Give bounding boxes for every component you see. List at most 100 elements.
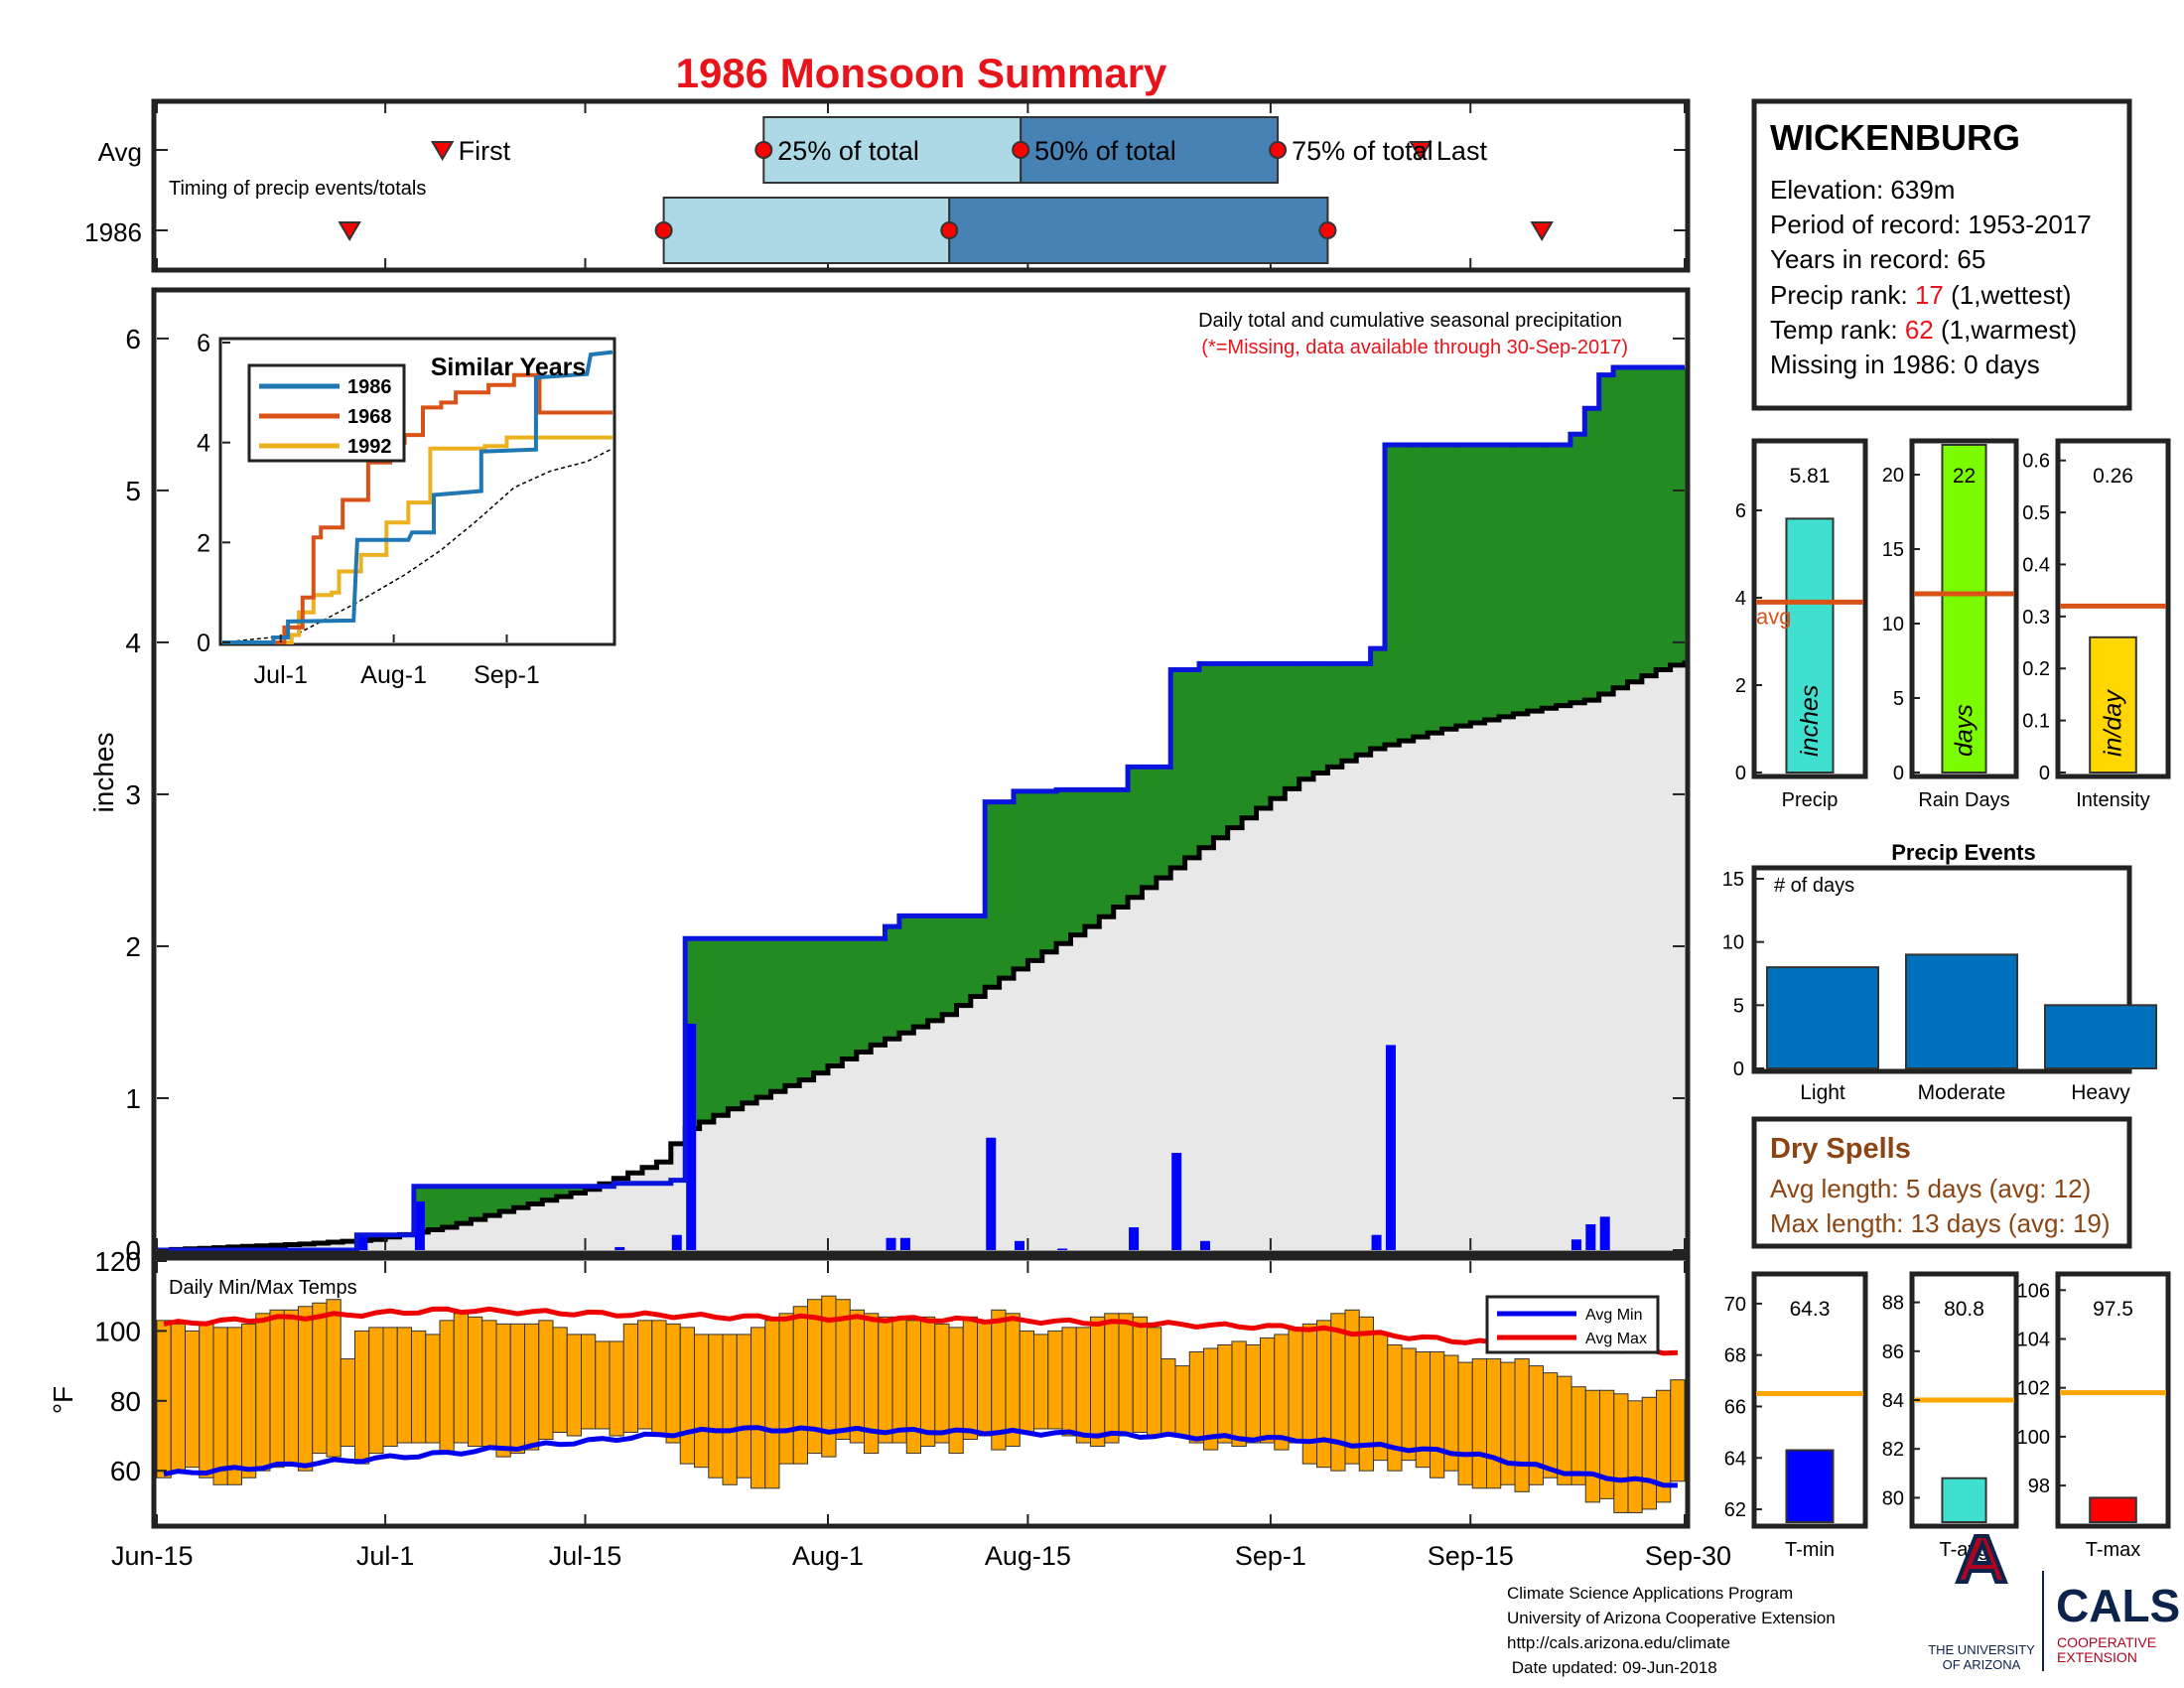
temp-range-bar — [1188, 1351, 1204, 1444]
events-label-moderate: Moderate — [1918, 1081, 2006, 1104]
temp-range-bar — [524, 1323, 540, 1451]
temp-range-bar — [396, 1327, 412, 1444]
wet-fill-segment — [813, 938, 829, 1073]
station-temp-rank: Temp rank: 62 (1,warmest) — [1770, 315, 2077, 345]
station-elevation: Elevation: 639m — [1770, 175, 1955, 205]
wet-fill-segment — [770, 938, 786, 1092]
wet-fill-segment — [1184, 669, 1200, 858]
wet-fill-segment — [970, 915, 986, 997]
stat-avg-label: avg — [1756, 604, 1791, 629]
temp-range-bar — [991, 1309, 1007, 1451]
wet-fill-segment — [784, 938, 800, 1086]
daily-precip-bar — [986, 1137, 997, 1250]
temp-range-bar — [1471, 1358, 1487, 1489]
inset-xtick-label: Sep-1 — [474, 661, 540, 689]
daily-precip-bar — [1385, 1045, 1396, 1250]
wet-fill-segment — [1341, 663, 1357, 762]
stat-tick-label: 82 — [1882, 1439, 1904, 1461]
temp-range-bar — [849, 1309, 865, 1444]
wet-fill-segment — [713, 938, 729, 1116]
main-ytick-label: 4 — [125, 628, 141, 658]
label-last: Last — [1436, 136, 1488, 166]
dry-spells-title: Dry Spells — [1770, 1133, 1911, 1165]
temp-title: Daily Min/Max Temps — [169, 1277, 357, 1299]
stat-tick-label: 64 — [1724, 1448, 1746, 1470]
temp-range-bar — [708, 1334, 724, 1478]
main-ytick-label: 2 — [125, 931, 141, 962]
temp-range-bar — [199, 1323, 214, 1478]
wet-fill-segment — [1656, 366, 1672, 670]
dry-spells-avg: Avg length: 5 days (avg: 12) — [1770, 1174, 2091, 1203]
temp-range-bar — [679, 1327, 695, 1465]
wet-fill-segment — [499, 1186, 515, 1212]
temp-range-bar — [1104, 1313, 1120, 1444]
footer: Climate Science Applications Program Uni… — [1507, 1534, 2180, 1677]
university-of-arizona-logo: THE UNIVERSITY OF ARIZONA — [1928, 1534, 2035, 1672]
events-bar-moderate — [1905, 953, 2018, 1070]
temp-range-bar — [1217, 1343, 1233, 1444]
wet-fill-segment — [1198, 663, 1214, 848]
wet-fill-segment — [1598, 374, 1614, 694]
timing-triangle-first — [430, 141, 455, 161]
label-25pct: 25% of total — [777, 136, 919, 166]
main-ytick-label: 6 — [125, 324, 141, 354]
stat-unit-Intensity: in/day — [2100, 689, 2127, 757]
wet-fill-segment — [871, 938, 887, 1046]
temp-range-bar — [255, 1313, 271, 1472]
daily-precip-bar — [1057, 1248, 1068, 1250]
temp-range-bar — [920, 1316, 936, 1448]
xtick-label: Jul-15 — [549, 1541, 622, 1571]
temp-range-bar — [212, 1327, 228, 1485]
stat-value-Precip: 5.81 — [1790, 465, 1831, 488]
daily-precip-bar — [1014, 1240, 1024, 1250]
stat-tick-label: 15 — [1882, 539, 1904, 561]
wet-fill-segment — [1327, 663, 1343, 768]
main-ytick-label: 5 — [125, 476, 141, 506]
wet-fill-segment — [513, 1186, 529, 1208]
avg-min-line — [163, 1425, 1678, 1488]
main-ylabel: inches — [88, 733, 119, 813]
temp-range-bar — [1288, 1327, 1303, 1444]
stat-value-Intensity: 0.26 — [2093, 465, 2133, 488]
stat-tick-label: 0.4 — [2022, 554, 2050, 576]
temp-range-bar — [1147, 1327, 1162, 1437]
wet-fill-segment — [1256, 663, 1272, 809]
stat-panel-frame — [2055, 1271, 2171, 1529]
stat-bar-Rain Days — [1941, 444, 1987, 774]
stat-tick-label: 2 — [1735, 675, 1746, 697]
stat-tick-label: 0.3 — [2022, 607, 2050, 629]
wet-fill-segment — [1428, 445, 1442, 734]
temp-range-bar — [509, 1323, 525, 1455]
timing-row-year-label: 1986 — [84, 217, 142, 247]
temp-range-bar — [905, 1320, 921, 1455]
stat-tick-label: 6 — [1735, 500, 1746, 522]
wet-fill-segment — [1484, 445, 1500, 720]
main-note: Daily total and cumulative seasonal prec… — [1198, 310, 1622, 332]
stat-tick-label: 104 — [2017, 1330, 2050, 1351]
wet-fill-segment — [1070, 789, 1086, 935]
stat-unit-Precip: inches — [1796, 685, 1824, 757]
temp-legend: Avg Min Avg Max — [1485, 1295, 1660, 1354]
stat-tick-label: 106 — [2017, 1280, 2050, 1302]
wet-fill-segment — [956, 915, 972, 1006]
temp-range-bar — [425, 1334, 441, 1444]
temp-range-bar — [1401, 1347, 1417, 1462]
events-caption: # of days — [1774, 875, 1854, 897]
wet-fill-segment — [1542, 445, 1558, 709]
footer-program: Climate Science Applications Program — [1507, 1584, 1793, 1603]
temp-range-bar — [595, 1340, 611, 1430]
daily-precip-bar — [1171, 1153, 1182, 1250]
inset-ytick-label: 6 — [197, 330, 210, 357]
stat-tick-label: 70 — [1724, 1294, 1746, 1316]
legend-avg-max: Avg Max — [1585, 1331, 1647, 1347]
inset-line-1992 — [222, 435, 613, 644]
temp-range-bar — [878, 1316, 893, 1444]
ua-name-line1: THE UNIVERSITY — [1928, 1642, 2035, 1657]
stat-label-T-min: T-min — [1785, 1539, 1835, 1561]
temp-range-bar — [962, 1316, 978, 1441]
wet-fill-segment — [1041, 790, 1057, 952]
temp-range-bar — [1005, 1313, 1021, 1448]
wet-fill-segment — [1242, 663, 1258, 818]
wet-fill-segment — [898, 915, 914, 1034]
precip-events-chart: Precip Events # of days 0 5 10 15 Light Moder… — [1722, 840, 2157, 1104]
